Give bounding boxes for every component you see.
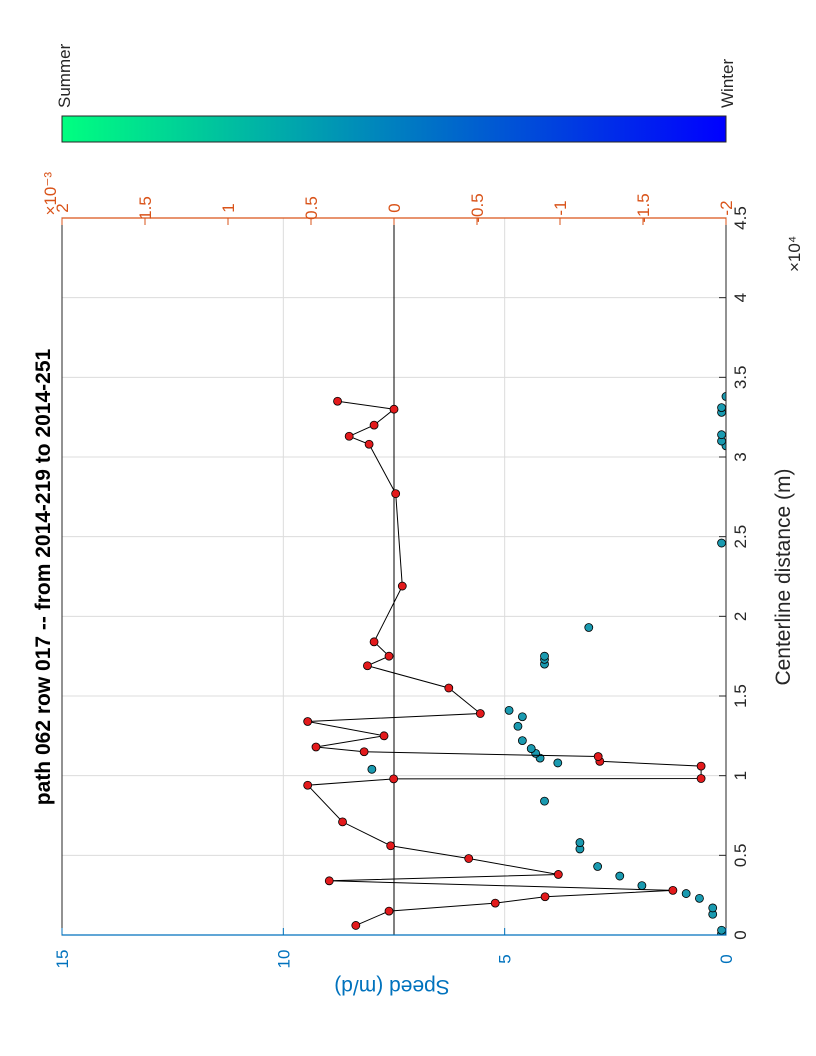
y2-tick-label: -1.5 <box>634 193 653 222</box>
speed-point <box>717 925 726 935</box>
y2-series-point <box>364 439 374 449</box>
y2-series-point <box>303 780 313 790</box>
x-tick-label: 3.5 <box>731 366 750 390</box>
speed-point <box>540 796 549 806</box>
y2-series-point <box>333 396 342 406</box>
speed-point <box>367 764 377 774</box>
speed-point <box>717 538 726 548</box>
y2-series-point <box>389 404 399 414</box>
speed-point <box>517 736 527 746</box>
speed-point <box>513 721 523 731</box>
y2-series-point <box>359 747 369 757</box>
y-axis-secondary: -2 -1.5 -1 -0.5 0 0.5 1 1.5 2 <box>53 193 736 225</box>
y2-series-point <box>369 637 379 647</box>
speed-point <box>615 871 625 881</box>
y2-tick-label: -0.5 <box>468 193 487 222</box>
speed-point <box>637 881 647 891</box>
y2-series-point <box>379 731 389 741</box>
y-axis-speed: 0 5 10 15 <box>53 928 736 968</box>
y2-series-point <box>593 752 603 761</box>
y2-series-point <box>696 761 706 771</box>
speed-point <box>593 862 603 871</box>
y2-series-point <box>386 841 396 851</box>
y2-series-point <box>303 717 313 726</box>
x-tick-label: 1.5 <box>731 684 750 708</box>
x-axis: 0 0.5 1 1.5 2 2.5 3 3.5 4 4.5 <box>719 206 750 940</box>
y2-series-point <box>553 870 563 879</box>
y2-series-point <box>475 709 485 718</box>
speed-point <box>721 392 726 401</box>
speed-point <box>717 430 726 440</box>
y2-series-point <box>668 885 678 895</box>
y2-tick-label: -1 <box>551 200 570 215</box>
speed-point <box>708 903 718 913</box>
y2-series-point <box>391 489 401 499</box>
y2-series-point <box>490 898 500 908</box>
y2-tick-label: 0 <box>385 203 404 212</box>
y-tick-label: 0 <box>717 954 736 963</box>
x-tick-label: 3 <box>731 452 750 461</box>
x-axis-label: Centerline distance (m) <box>772 468 795 685</box>
x-tick-label: 0.5 <box>731 844 750 868</box>
y2-series-point <box>696 774 706 783</box>
y2-tick-label: 0.5 <box>302 196 321 220</box>
colorbar-low-label: Summer <box>55 43 74 108</box>
y2-series-point <box>338 817 347 827</box>
y2-series-point <box>444 683 454 693</box>
y-tick-label: 15 <box>53 950 72 969</box>
speed-point <box>540 651 549 661</box>
y-tick-label: 5 <box>496 954 515 963</box>
y2-series-point <box>363 661 372 671</box>
y2-series-point <box>397 581 407 591</box>
y2-series-point <box>351 921 361 930</box>
y2-tick-label: 2 <box>53 203 72 212</box>
x-tick-label: 2 <box>731 612 750 621</box>
x-tick-label: 1 <box>731 771 750 780</box>
y2-series-point <box>464 854 474 863</box>
y2-series-point <box>384 651 394 661</box>
y2-series-point <box>369 420 379 430</box>
y2-series-point <box>344 431 354 441</box>
speed-point <box>681 889 691 898</box>
chart-title: path 062 row 017 -- from 2014-219 to 201… <box>32 348 55 805</box>
x-tick-label: 2.5 <box>731 525 750 549</box>
speed-point <box>504 705 514 715</box>
x-tick-label: 4 <box>731 293 750 302</box>
y2-series-point <box>389 774 399 784</box>
y2-tick-label: -2 <box>717 200 736 215</box>
speed-point <box>695 893 704 903</box>
speed-point <box>517 712 527 722</box>
y2-tick-label: 1 <box>219 203 238 212</box>
colorbar-high-label: Winter <box>718 59 737 108</box>
colorbar: Summer Winter <box>55 43 737 143</box>
y2-axis-exponent: ×10⁻³ <box>41 172 60 216</box>
y2-series-point <box>324 876 334 886</box>
colorbar-gradient <box>61 115 727 143</box>
speed-point <box>584 623 594 632</box>
x-axis-exponent: ×10⁴ <box>785 236 804 272</box>
speed-point <box>717 403 726 413</box>
speed-point <box>526 744 536 753</box>
speed-point <box>553 758 563 768</box>
y2-series-line <box>306 400 702 926</box>
speed-point <box>575 838 585 847</box>
y-axis-label: Speed (m/d) <box>334 975 450 998</box>
y2-tick-label: 1.5 <box>136 196 155 220</box>
x-tick-label: 0 <box>731 930 750 939</box>
y2-series-point <box>384 906 394 916</box>
y-tick-label: 10 <box>274 950 293 969</box>
x-tick-label: 4.5 <box>731 206 750 230</box>
y2-series-point <box>311 742 321 752</box>
y2-series-point <box>540 892 550 902</box>
